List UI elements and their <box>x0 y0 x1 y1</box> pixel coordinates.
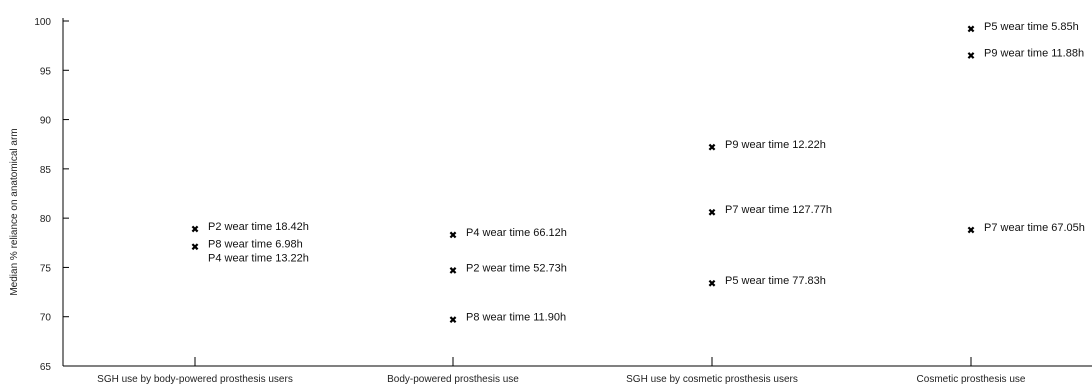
y-tick-label: 65 <box>40 362 52 373</box>
y-tick-label: 95 <box>40 66 52 77</box>
data-point <box>191 243 199 251</box>
data-point-label: P9 wear time 11.88h <box>984 48 1084 60</box>
data-point <box>449 231 457 239</box>
x-category-label: SGH use by cosmetic prosthesis users <box>626 374 798 385</box>
x-category-label: Cosmetic prosthesis use <box>917 374 1026 385</box>
y-tick-label: 70 <box>40 313 52 324</box>
data-point-label: P7 wear time 127.77h <box>725 204 832 216</box>
y-tick-label: 90 <box>40 116 52 127</box>
data-point-label: P7 wear time 67.05h <box>984 222 1085 234</box>
data-point-label: P5 wear time 5.85h <box>984 21 1079 33</box>
y-tick-label: 85 <box>40 165 52 176</box>
y-tick-label: 100 <box>34 17 51 28</box>
data-point-label: P2 wear time 52.73h <box>466 262 567 274</box>
x-category-label: Body-powered prosthesis use <box>387 374 519 385</box>
data-point <box>708 279 716 287</box>
data-point <box>449 316 457 324</box>
data-point <box>449 267 457 274</box>
data-points: P2 wear time 18.42h P8 wear time 6.98h P4 … <box>191 21 1085 324</box>
x-category-label: SGH use by body-powered prosthesis users <box>97 374 293 385</box>
y-axis-title: Median % reliance on anatomical arm <box>9 128 20 295</box>
data-point <box>967 25 975 33</box>
y-tick-label: 80 <box>40 214 52 225</box>
data-point <box>967 52 975 59</box>
y-tick-label: 75 <box>40 263 52 274</box>
data-point <box>708 143 716 151</box>
data-point-label: P8 wear time 6.98h <box>208 239 303 251</box>
x-categories: SGH use by body-powered prosthesis users… <box>97 357 1026 385</box>
data-point-label: P4 wear time 66.12h <box>466 227 567 239</box>
data-point <box>967 226 975 234</box>
data-point-label: P4 wear time 13.22h <box>208 253 309 265</box>
data-point-label: P5 wear time 77.83h <box>725 275 826 287</box>
y-ticks: 65 70 75 80 85 90 95 100 <box>34 17 69 373</box>
axes <box>62 18 1092 367</box>
data-point-label: P9 wear time 12.22h <box>725 139 826 151</box>
data-point-label: P2 wear time 18.42h <box>208 221 309 233</box>
data-point-label: P8 wear time 11.90h <box>466 312 566 324</box>
data-point <box>708 208 716 216</box>
data-point <box>191 225 199 233</box>
